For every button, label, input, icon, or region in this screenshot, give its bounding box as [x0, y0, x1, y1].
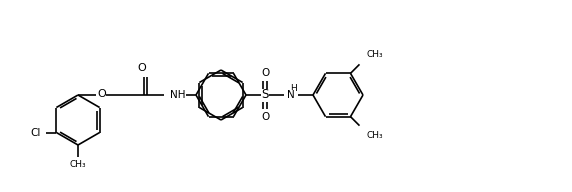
Text: O: O	[261, 112, 269, 122]
Text: S: S	[261, 89, 269, 102]
Text: NH: NH	[170, 90, 185, 100]
Text: O: O	[261, 68, 269, 78]
Text: O: O	[138, 63, 146, 73]
Text: N: N	[287, 90, 295, 100]
Text: H: H	[290, 84, 297, 93]
Text: O: O	[98, 89, 106, 99]
Text: CH₃: CH₃	[367, 50, 383, 59]
Text: CH₃: CH₃	[367, 131, 383, 140]
Text: CH₃: CH₃	[70, 160, 86, 169]
Text: Cl: Cl	[30, 127, 41, 137]
